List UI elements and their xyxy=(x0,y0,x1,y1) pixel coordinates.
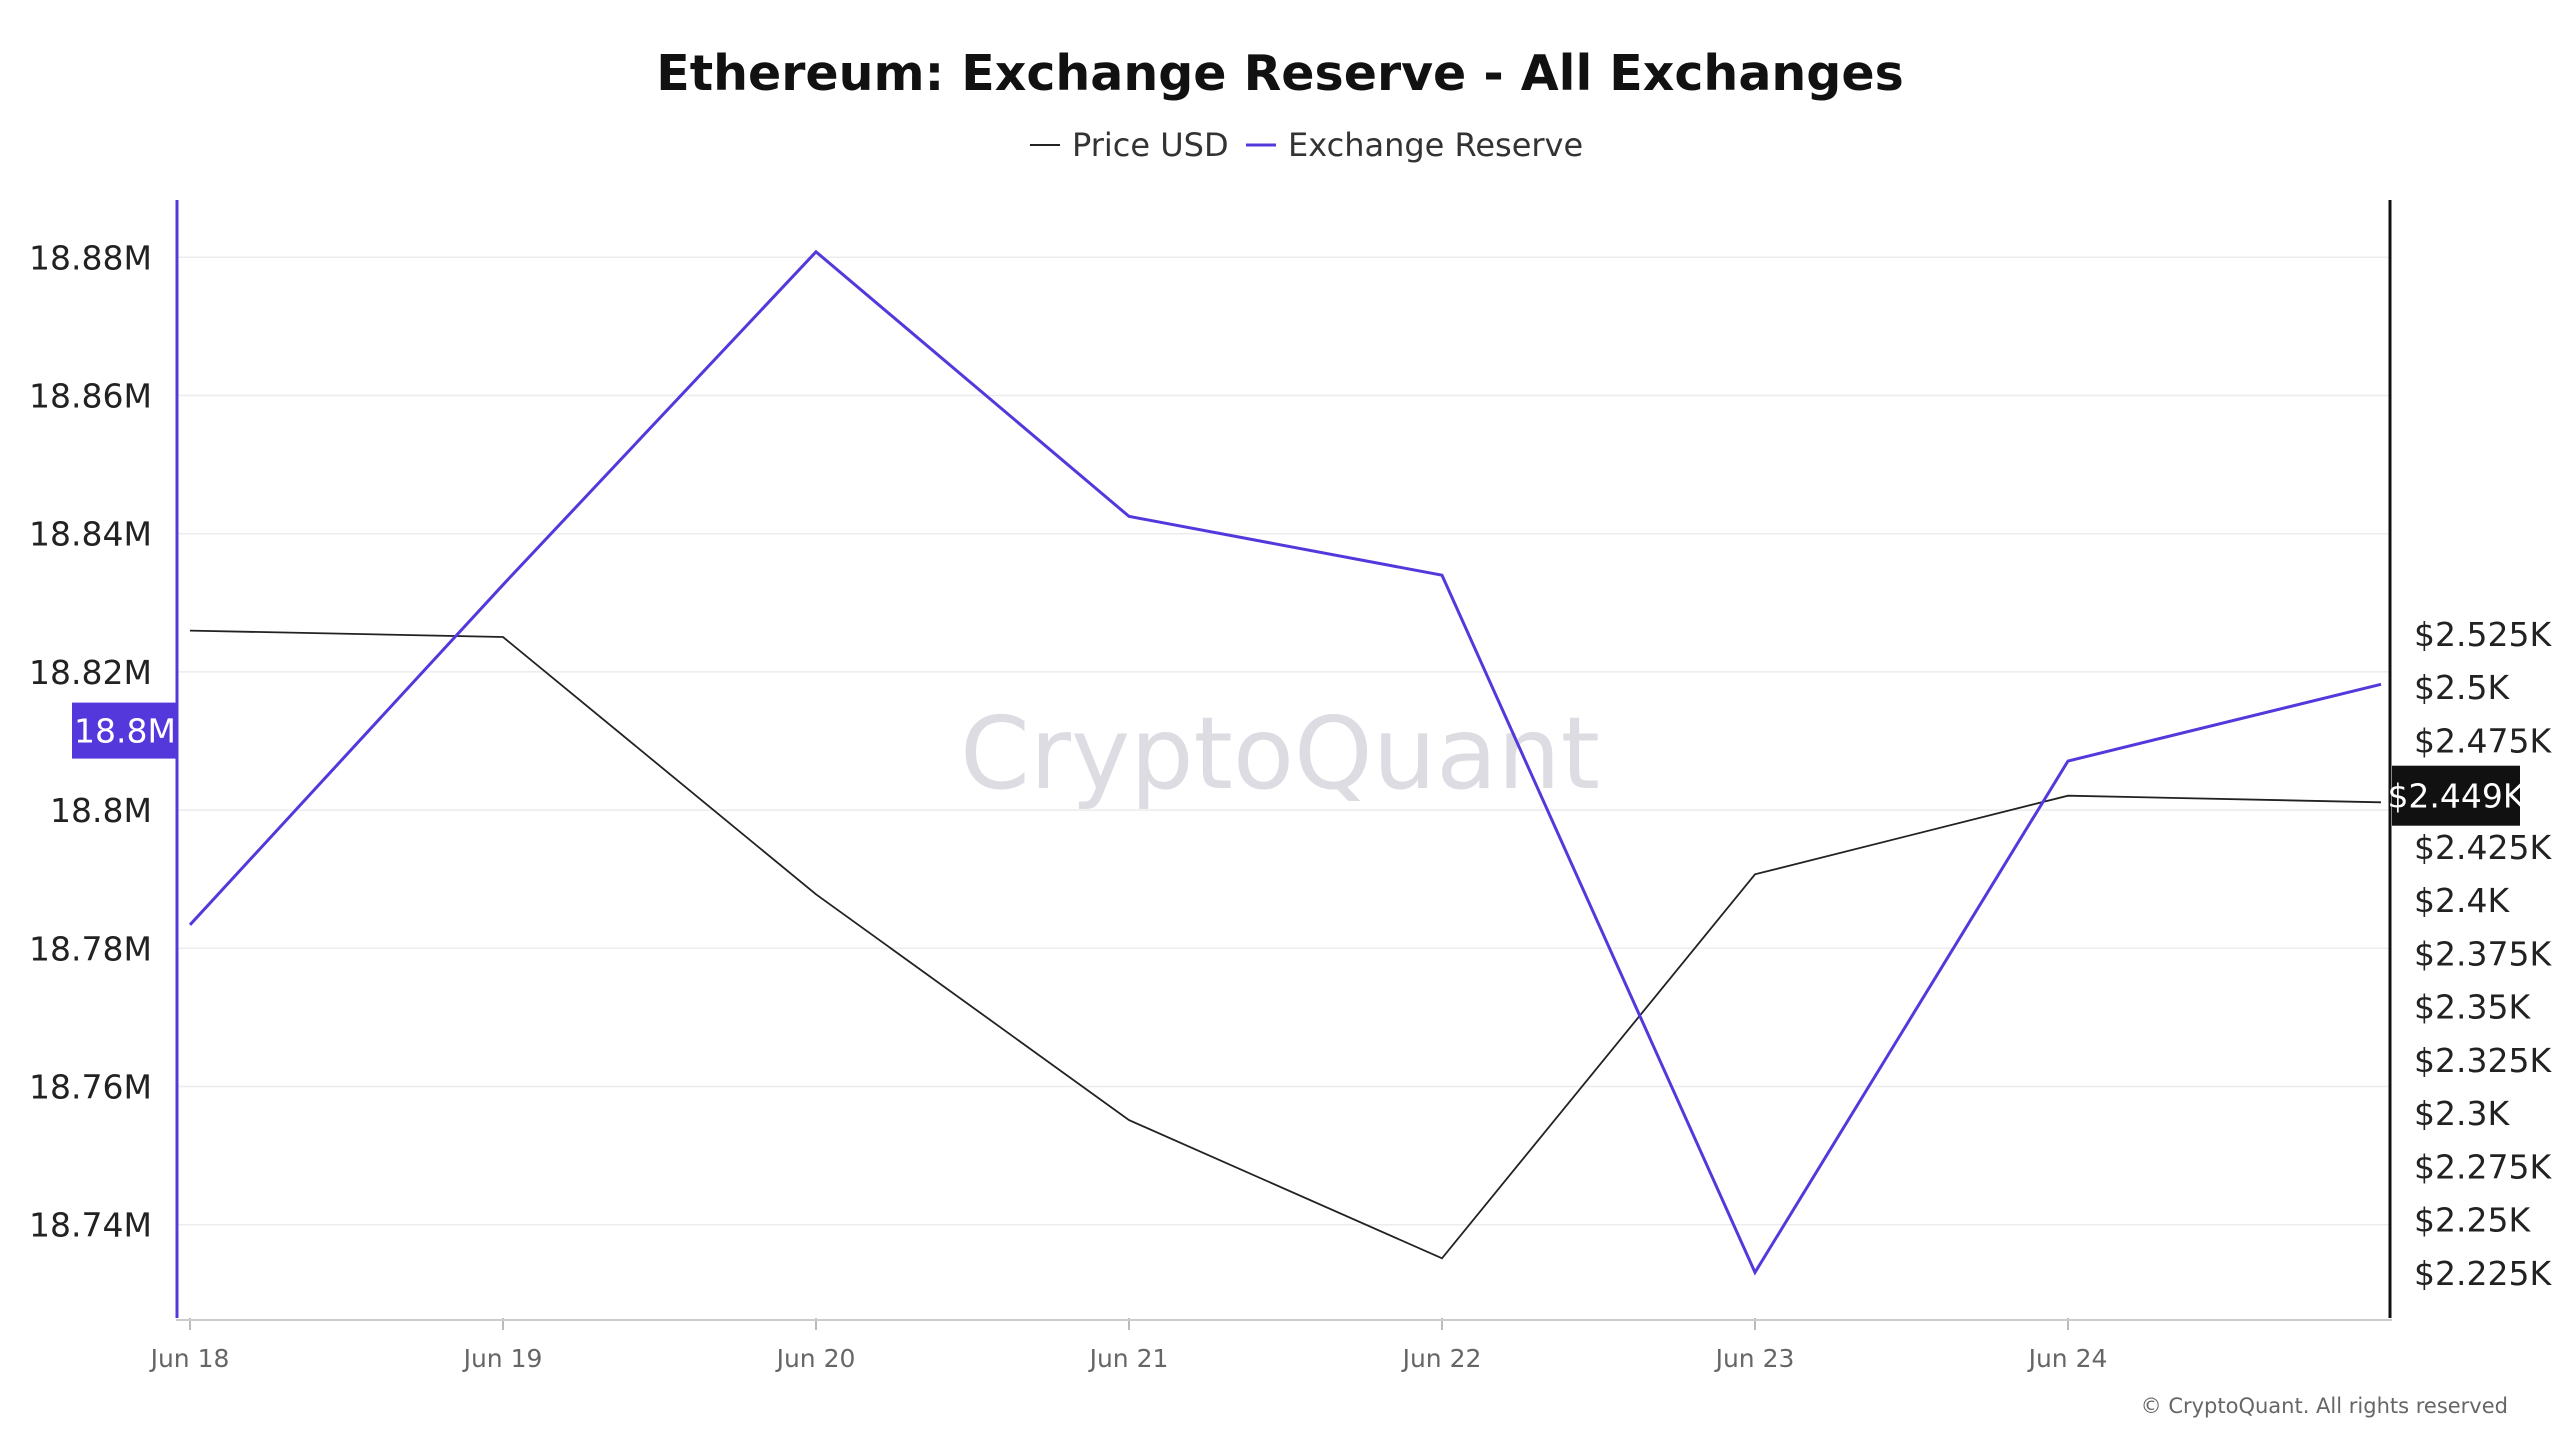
legend-reserve-label[interactable]: Exchange Reserve xyxy=(1288,126,1583,164)
grid xyxy=(177,256,2390,1226)
left-tick-label: 18.76M xyxy=(29,1068,152,1107)
right-axis-ticks: $2.225K $2.25K $2.275K $2.3K $2.325K $2.35K $2… xyxy=(2414,615,2552,1293)
left-tick-label: 18.82M xyxy=(29,653,152,692)
right-tick-label: $2.3K xyxy=(2414,1094,2510,1133)
right-tick-label: $2.4K xyxy=(2414,881,2510,920)
x-tick-label: Jun 23 xyxy=(1714,1344,1795,1373)
left-tick-label: 18.88M xyxy=(29,238,152,277)
right-tick-label: $2.325K xyxy=(2414,1041,2552,1080)
left-tick-label: 18.78M xyxy=(29,929,152,968)
x-tick-label: Jun 19 xyxy=(462,1344,543,1373)
left-axis-ticks: 18.74M 18.76M 18.78M 18.8M 18.82M 18.84M 18.86… xyxy=(29,238,152,1244)
right-tick-label: $2.5K xyxy=(2414,668,2510,707)
legend-price-label[interactable]: Price USD xyxy=(1072,126,1229,164)
price-usd-line[interactable] xyxy=(189,629,2382,1260)
right-tick-label: $2.25K xyxy=(2414,1201,2531,1240)
x-tick-label: Jun 22 xyxy=(1401,1344,1482,1373)
right-tick-label: $2.475K xyxy=(2414,721,2552,760)
right-tick-label: $2.525K xyxy=(2414,615,2552,654)
left-tick-label: 18.86M xyxy=(29,377,152,416)
left-current-value: 18.8M xyxy=(74,712,176,751)
x-tick-label: Jun 24 xyxy=(2027,1344,2108,1373)
right-tick-label: $2.275K xyxy=(2414,1147,2552,1186)
right-tick-label: $2.225K xyxy=(2414,1254,2552,1293)
x-tick-label: Jun 20 xyxy=(775,1344,856,1373)
left-tick-label: 18.8M xyxy=(50,791,152,830)
right-tick-label: $2.425K xyxy=(2414,828,2552,867)
x-tick-label: Jun 21 xyxy=(1088,1344,1169,1373)
copyright-credit: © CryptoQuant. All rights reserved xyxy=(2141,1394,2508,1418)
right-current-value: $2.449K xyxy=(2387,777,2525,816)
exchange-reserve-line[interactable] xyxy=(188,249,2382,1276)
x-axis-ticks: Jun 18 Jun 19 Jun 20 Jun 21 Jun 22 Jun 23 Jun … xyxy=(149,1318,2108,1373)
legend[interactable]: Price USD Exchange Reserve xyxy=(1030,126,1583,164)
right-current-badge: $2.449K xyxy=(2387,765,2526,826)
x-tick-label: Jun 18 xyxy=(149,1344,230,1373)
left-tick-label: 18.84M xyxy=(29,515,152,554)
right-tick-label: $2.375K xyxy=(2414,934,2552,973)
right-tick-label: $2.35K xyxy=(2414,988,2531,1027)
chart-title: Ethereum: Exchange Reserve - All Exchang… xyxy=(656,45,1904,102)
watermark: CryptoQuant xyxy=(960,695,1600,812)
left-tick-label: 18.74M xyxy=(29,1206,152,1245)
left-current-badge: 18.8M xyxy=(72,702,178,759)
